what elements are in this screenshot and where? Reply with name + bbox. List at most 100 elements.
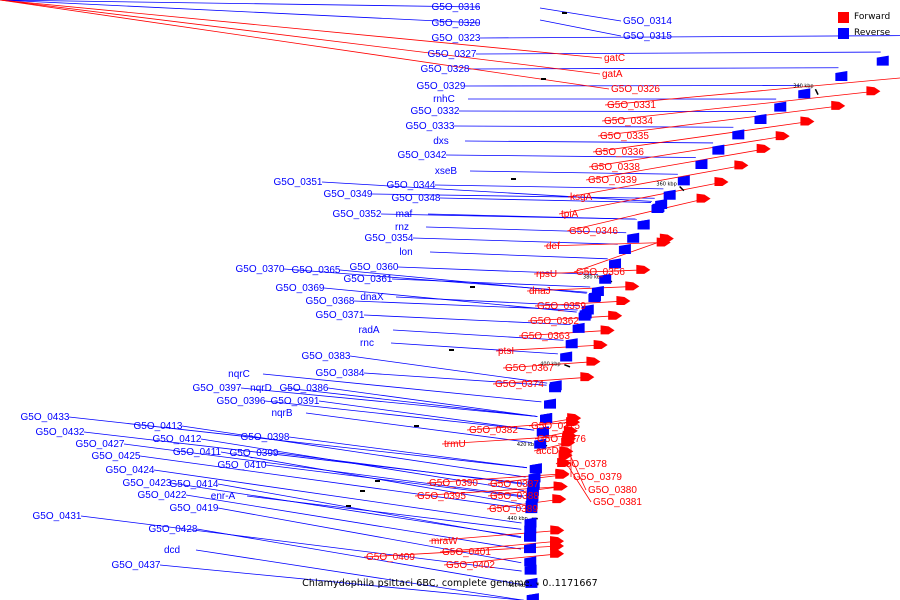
- leader-line-reverse: [200, 438, 525, 492]
- feature-forward: [866, 86, 881, 96]
- gene-label-forward: G5O_0374: [495, 379, 544, 390]
- leader-line-forward: [428, 529, 560, 542]
- gene-label-forward: G5O_0326: [611, 84, 660, 95]
- gene-label-reverse: G5O_0315: [623, 31, 672, 42]
- gene-label-forward: G5O_0395: [417, 491, 466, 502]
- leader-line-reverse: [0, 0, 481, 8]
- minor-mark: [562, 12, 567, 14]
- gene-label-reverse: rnhC: [433, 94, 455, 105]
- leader-line-forward: [518, 329, 610, 337]
- legend-forward-label: Forward: [854, 12, 891, 22]
- gene-label-reverse: G5O_0427: [76, 439, 125, 450]
- gene-label-forward: G5O_0402: [446, 560, 495, 571]
- gene-label-reverse: G5O_0349: [324, 189, 373, 200]
- leader-line-reverse: [468, 67, 839, 70]
- leader-line-forward: [492, 376, 590, 385]
- leader-line-reverse: [181, 425, 526, 478]
- scale-label: 360 kbp: [656, 182, 676, 188]
- feature-reverse: [534, 438, 547, 449]
- feature-forward: [625, 281, 640, 291]
- feature-forward: [580, 372, 595, 382]
- feature-reverse: [627, 232, 640, 243]
- scale-tick: [679, 185, 685, 192]
- leader-line-reverse: [153, 469, 522, 524]
- gene-label-reverse: dcd: [164, 545, 180, 556]
- leader-line-forward: [0, 0, 603, 59]
- feature-reverse: [599, 273, 612, 284]
- feature-reverse: [536, 426, 549, 437]
- gene-label-forward: G5O_0363: [521, 331, 570, 342]
- feature-forward: [616, 296, 631, 306]
- leader-line-reverse: [318, 400, 535, 431]
- scale-label: 400 kbp: [540, 361, 560, 367]
- feature-reverse: [663, 189, 676, 200]
- leader-line-forward: [588, 135, 785, 168]
- leader-line-reverse: [139, 455, 523, 509]
- gene-label-reverse: G5O_0361: [344, 274, 393, 285]
- gene-label-reverse: G5O_0431: [33, 511, 82, 522]
- leader-line-forward: [426, 473, 565, 484]
- feature-forward: [756, 143, 771, 153]
- feature-forward: [557, 458, 572, 468]
- feature-reverse: [525, 503, 538, 514]
- feature-reverse: [677, 175, 690, 186]
- leader-line-reverse: [262, 373, 542, 403]
- leader-line-forward: [441, 435, 572, 445]
- gene-label-reverse: G5O_0391: [271, 396, 320, 407]
- scale-label: 440 kbp: [507, 516, 527, 522]
- leader-line-reverse: [363, 314, 571, 326]
- gene-label-reverse: G5O_0368: [306, 296, 355, 307]
- feature-forward: [696, 193, 711, 203]
- gene-label-forward: gatC: [604, 53, 625, 64]
- feature-forward: [550, 525, 565, 535]
- gene-label-forward: G5O_0359: [537, 301, 586, 312]
- leader-line-reverse: [434, 184, 664, 190]
- gene-label-reverse: G5O_0422: [138, 490, 187, 501]
- gene-label-reverse: xseB: [435, 166, 458, 177]
- leader-line-forward: [592, 121, 810, 153]
- gene-label-forward: G5O_0336: [595, 147, 644, 158]
- gene-label-reverse: G5O_0384: [316, 368, 365, 379]
- gene-label-forward: G5O_0334: [604, 116, 653, 127]
- gene-label-reverse: G5O_0360: [350, 262, 399, 273]
- gene-label-reverse: G5O_0433: [21, 412, 70, 423]
- leader-line-reverse: [371, 193, 655, 199]
- feature-forward: [734, 160, 749, 170]
- feature-reverse: [540, 413, 553, 424]
- gene-label-reverse: rnz: [395, 222, 409, 233]
- gene-label-forward: accD: [536, 446, 559, 457]
- minor-mark: [360, 490, 365, 492]
- gene-label-reverse: G5O_0342: [398, 150, 447, 161]
- feature-reverse: [732, 129, 745, 140]
- gene-label-forward: G5O_0346: [569, 226, 618, 237]
- feature-reverse: [651, 203, 664, 214]
- leader-line-reverse: [464, 85, 801, 87]
- gene-label-forward: G5O_0388: [490, 491, 539, 502]
- leader-line-reverse: [288, 436, 527, 469]
- leader-line-forward: [534, 300, 626, 307]
- feature-reverse: [565, 338, 578, 349]
- feature-reverse: [591, 286, 604, 297]
- leader-line-forward: [558, 181, 724, 215]
- legend-forward: Forward: [838, 9, 898, 25]
- leader-line-reverse: [425, 226, 627, 234]
- feature-reverse: [525, 577, 538, 588]
- leader-line-forward: [0, 0, 610, 90]
- leader-line-reverse: [195, 549, 524, 600]
- leader-line-reverse: [539, 7, 622, 22]
- leader-line-forward: [597, 105, 841, 137]
- leader-line-reverse: [185, 494, 522, 550]
- leader-line-forward: [585, 148, 766, 181]
- gene-label-reverse: G5O_0412: [153, 434, 202, 445]
- feature-reverse: [695, 159, 708, 170]
- gene-label-reverse: G5O_0423: [123, 478, 172, 489]
- minor-mark: [470, 286, 475, 288]
- gene-label-reverse: G5O_0419: [170, 503, 219, 514]
- leader-line-forward: [443, 553, 560, 566]
- feature-reverse: [835, 70, 848, 81]
- gene-label-reverse: G5O_0323: [432, 33, 481, 44]
- leader-line-reverse: [412, 237, 618, 245]
- leader-line-forward: [533, 269, 646, 275]
- feature-forward: [600, 325, 615, 335]
